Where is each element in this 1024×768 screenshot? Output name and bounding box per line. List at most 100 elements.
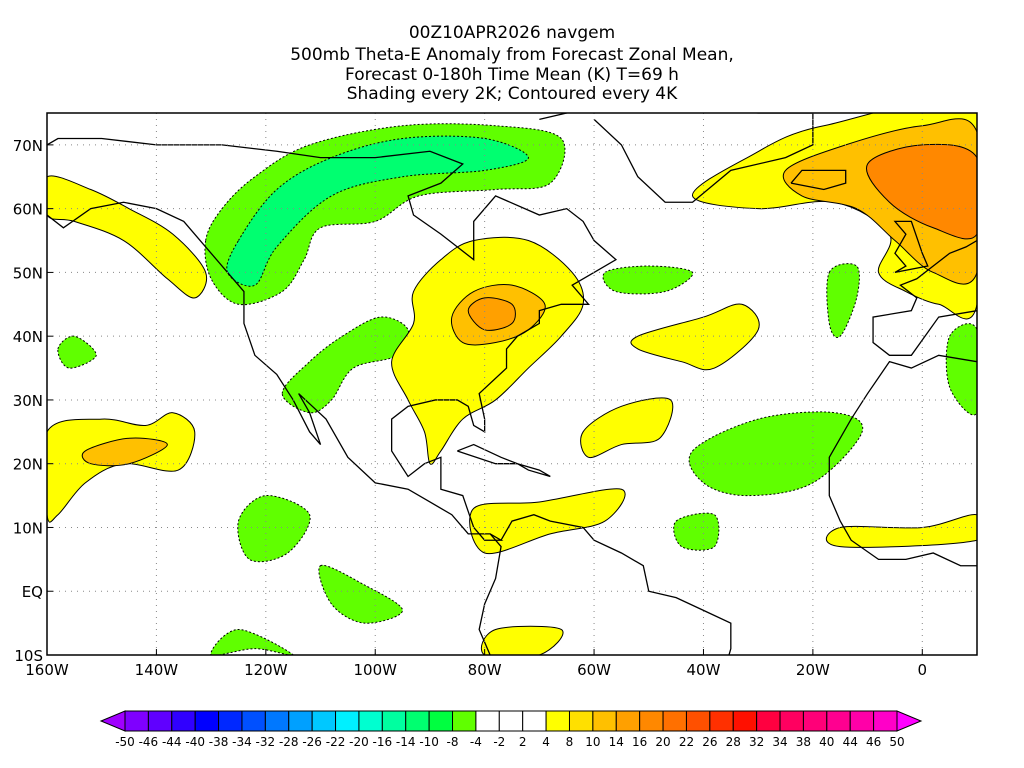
anomaly-shading [47, 113, 977, 655]
colorbar-label: -50 [115, 735, 135, 749]
coastline-7 [790, 169, 847, 191]
colorbar-label: 34 [772, 735, 787, 749]
coastline-6 [893, 220, 929, 274]
colorbar-swatch [873, 710, 898, 732]
y-tick-label: 20N [13, 456, 43, 474]
colorbar-label: -10 [419, 735, 439, 749]
colorbar-label: 8 [566, 735, 574, 749]
colorbar-swatch [335, 710, 360, 732]
colorbar-label: -26 [302, 735, 322, 749]
y-tick-label: 50N [13, 264, 43, 282]
anomaly-region-pacific-negative-2 [318, 564, 404, 624]
colorbar-label: 22 [679, 735, 694, 749]
x-tick-label: 120W [244, 661, 288, 679]
colorbar-swatch [241, 710, 266, 732]
colorbar-swatch [124, 710, 149, 732]
anomaly-region-alaska-gulf-positive [47, 175, 207, 299]
y-tick-label: 30N [13, 392, 43, 410]
colorbar-label: 40 [819, 735, 834, 749]
colorbar-label: 50 [889, 735, 904, 749]
colorbar-label: -40 [185, 735, 205, 749]
colorbar-label: -2 [493, 735, 505, 749]
colorbar-swatch [381, 710, 407, 732]
colorbar-label: -32 [256, 735, 276, 749]
colorbar-label: -14 [396, 735, 416, 749]
coastline-2 [478, 533, 502, 655]
colorbar-label: 2 [519, 735, 527, 749]
colorbar-label: 26 [702, 735, 717, 749]
colorbar-label: -46 [139, 735, 159, 749]
colorbar-label: -44 [162, 735, 182, 749]
colorbar-label: -28 [279, 735, 299, 749]
colorbar-swatch [826, 710, 851, 732]
colorbar-label: 20 [655, 735, 670, 749]
colorbar-low-arrow [99, 710, 126, 732]
anomaly-region-pacific-positive-core [81, 437, 168, 467]
colorbar-swatch [147, 710, 173, 732]
y-tick-label: 40N [13, 328, 43, 346]
coastline-4 [828, 354, 977, 567]
x-tick-label: 100W [354, 661, 398, 679]
anomaly-region-atlantic-positive-south [580, 397, 674, 459]
colorbar-swatch [405, 710, 430, 732]
coastline-5 [872, 239, 977, 356]
anomaly-region-iberia-negative [826, 263, 860, 338]
colorbar-label: 32 [749, 735, 764, 749]
colorbar-swatch [802, 710, 828, 732]
y-tick-label: 70N [13, 137, 43, 155]
title-line-4: Shading every 2K; Contoured every 4K [346, 84, 678, 104]
colorbar-swatch [475, 710, 500, 732]
axis-ticks: 160W 140W 120W 100W 80W 60W 40W 20W 0 10S EQ 10N 20N… [13, 137, 927, 679]
colorbar-high-arrow [896, 710, 923, 732]
colorbar-swatch [264, 710, 290, 732]
colorbar-swatch [218, 710, 243, 732]
colorbar-label: -20 [349, 735, 369, 749]
colorbar-label: 4 [542, 735, 550, 749]
colorbar-swatch [756, 710, 781, 732]
anomaly-region-africa-coast-negative [688, 411, 864, 497]
colorbar-label: -4 [470, 735, 482, 749]
coastline-3 [500, 514, 732, 655]
title-line-3: Forecast 0-180h Time Mean (K) T=69 h [345, 65, 679, 85]
anomaly-region-med-negative [945, 323, 977, 416]
colorbar-label: 10 [585, 735, 600, 749]
colorbar-swatch [568, 710, 594, 732]
x-tick-label: 40W [687, 661, 721, 679]
coastline-1 [539, 113, 814, 203]
anomaly-region-pacific-negative-1 [237, 495, 311, 563]
anomaly-region-pacific-negative-3 [210, 628, 294, 655]
colorbar-label: 46 [866, 735, 881, 749]
anomaly-region-great-lakes-positive-max [467, 297, 516, 331]
colorbar-label: -8 [447, 735, 459, 749]
anomaly-region-canada-negative-core [226, 135, 529, 287]
colorbar-swatch [428, 710, 454, 732]
colorbar-swatch [452, 710, 477, 732]
y-tick-label: 10N [13, 519, 43, 537]
colorbar-swatch [311, 710, 337, 732]
colorbar-label: -34 [232, 735, 252, 749]
colorbar-label: 16 [632, 735, 647, 749]
colorbar-label: -38 [209, 735, 229, 749]
colorbar-swatch [545, 710, 570, 732]
x-tick-label: 140W [135, 661, 179, 679]
anomaly-region-atlantic-positive-north [630, 303, 760, 371]
anomaly-region-atlantic-negative [602, 265, 694, 295]
colorbar-swatch [615, 710, 641, 732]
colorbar-label: -16 [373, 735, 393, 749]
anomaly-region-atlantic-negative-2 [673, 512, 720, 551]
anomaly-region-europe-positive-max [866, 143, 977, 240]
colorbar-swatch [849, 710, 875, 732]
colorbar-swatch [685, 710, 711, 732]
y-tick-label: 60N [13, 201, 43, 219]
x-tick-label: 20W [796, 661, 830, 679]
colorbar-label: -22 [326, 735, 346, 749]
x-tick-label: 80W [468, 661, 502, 679]
coastline-0 [47, 137, 618, 541]
anomaly-region-pacific-negative-4 [57, 335, 97, 369]
x-tick-label: 0 [918, 661, 928, 679]
colorbar-swatch [662, 710, 687, 732]
title-line-2: 500mb Theta-E Anomaly from Forecast Zona… [290, 45, 734, 65]
colorbar-swatch [358, 710, 383, 732]
x-tick-label: 60W [577, 661, 611, 679]
